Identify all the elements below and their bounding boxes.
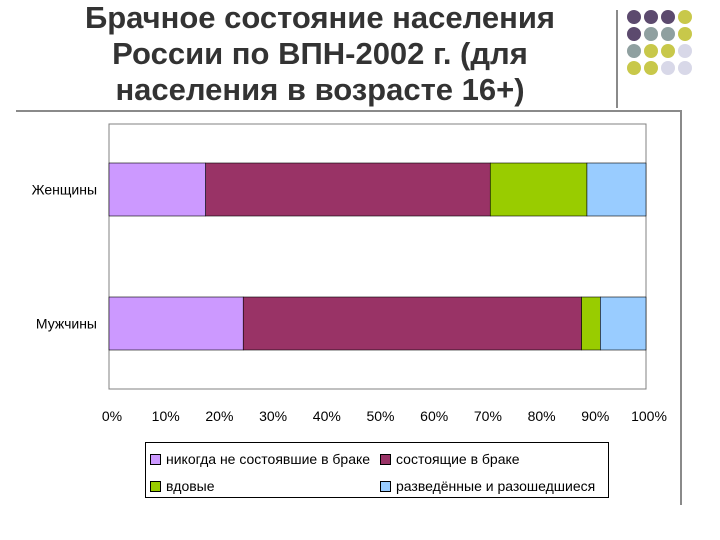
bar-segment-2-2 (242, 296, 582, 351)
decor-dot (627, 27, 641, 41)
decor-dot (661, 10, 675, 24)
legend-swatch (380, 453, 391, 465)
decor-dot (678, 10, 692, 24)
legend-label: разведённые и разошедшиеся (396, 478, 596, 494)
decor-dot (661, 44, 675, 58)
bar-segment-1-3 (489, 162, 588, 217)
decor-dot (644, 10, 658, 24)
x-tick-label: 80% (528, 408, 556, 424)
page-title: Брачное состояние населения России по ВП… (84, 0, 556, 107)
decor-dot (627, 61, 641, 75)
legend (145, 442, 609, 498)
x-tick-label: 40% (313, 408, 341, 424)
x-tick-label: 0% (102, 408, 122, 424)
bar-segment-1-1 (108, 162, 206, 217)
bar-segment-2-1 (108, 296, 244, 351)
x-tick-label: 90% (581, 408, 609, 424)
legend-item: состоящие в браке (380, 451, 520, 467)
decor-dot (627, 10, 641, 24)
decor-dot (644, 44, 658, 58)
decor-vertical-line (616, 10, 618, 108)
x-tick-label: 60% (420, 408, 448, 424)
x-tick-label: 20% (205, 408, 233, 424)
legend-item: разведённые и разошедшиеся (380, 478, 595, 494)
bar-segment-2-4 (600, 296, 647, 351)
decor-dot (661, 61, 675, 75)
decor-right-line (680, 110, 682, 505)
legend-item: вдовые (150, 478, 215, 494)
x-tick-label: 30% (259, 408, 287, 424)
decor-horizontal-line (16, 110, 681, 112)
category-label: Мужчины (36, 316, 97, 332)
bar-segment-1-4 (586, 162, 647, 217)
x-tick-label: 100% (631, 408, 667, 424)
decor-dot (661, 27, 675, 41)
decor-dot (678, 27, 692, 41)
category-label: Женщины (32, 182, 97, 198)
x-tick-label: 10% (152, 408, 180, 424)
legend-item: никогда не состоявшие в браке (150, 451, 370, 467)
legend-swatch (380, 480, 391, 492)
decor-dot (678, 61, 692, 75)
decor-dot (644, 27, 658, 41)
decor-dot (627, 44, 641, 58)
legend-swatch (150, 453, 161, 465)
legend-label: вдовые (166, 478, 215, 494)
x-tick-label: 70% (474, 408, 502, 424)
legend-swatch (150, 480, 161, 492)
decor-dot (644, 61, 658, 75)
bar-segment-2-3 (581, 296, 601, 351)
legend-label: никогда не состоявшие в браке (166, 451, 371, 467)
bar-segment-1-2 (205, 162, 491, 217)
decor-dot (678, 44, 692, 58)
legend-label: состоящие в браке (396, 451, 520, 467)
x-tick-label: 50% (366, 408, 394, 424)
